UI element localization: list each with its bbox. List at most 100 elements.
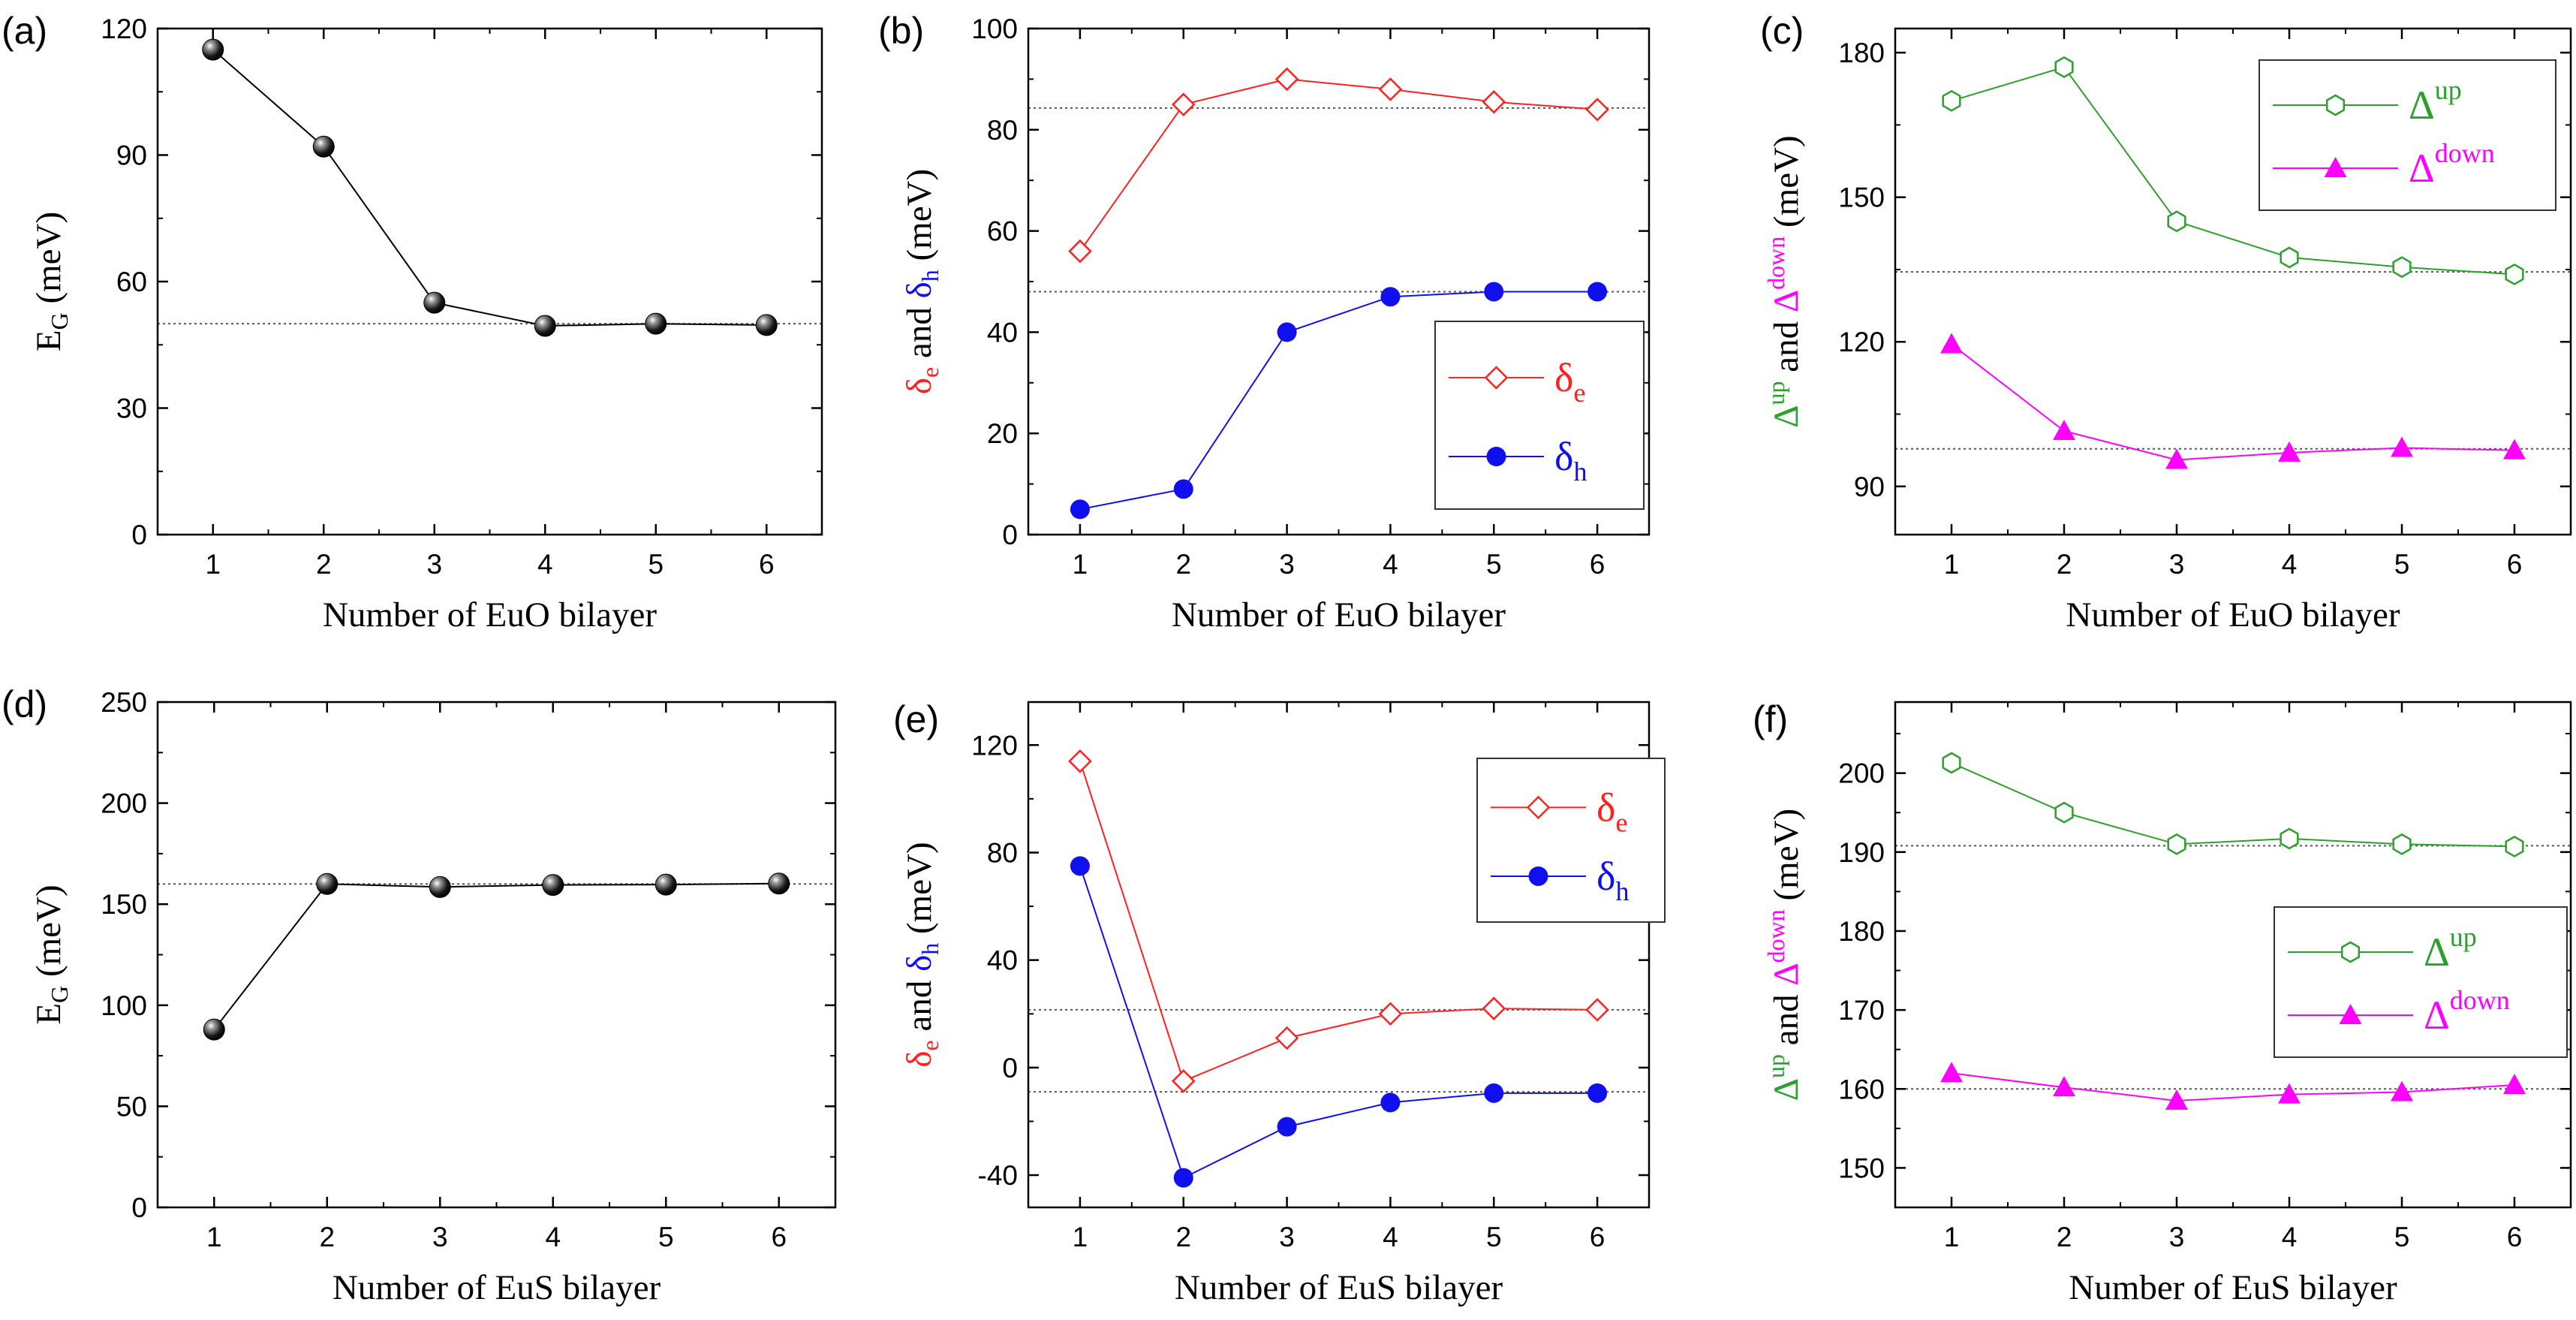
x-tick-label: 3	[2169, 549, 2185, 580]
data-point	[1482, 996, 1506, 1020]
legend-label: δe	[1596, 785, 1627, 837]
data-point	[312, 135, 335, 158]
x-tick-label: 2	[316, 549, 332, 580]
panel-label: (e)	[893, 698, 939, 740]
series-line-2	[1079, 866, 1598, 1180]
y-axis-title: Δup and Δdown (meV)	[1762, 135, 1806, 427]
data-point	[2503, 1074, 2526, 1095]
y-axis-title: Δup and Δdown (meV)	[1762, 809, 1806, 1101]
data-point	[1070, 856, 1090, 876]
data-point	[202, 38, 224, 61]
legend-label: δh	[1596, 854, 1629, 906]
x-tick-label: 1	[1073, 1222, 1088, 1252]
x-axis-title: Number of EuS bilayer	[2069, 1268, 2397, 1307]
legend-label: δe	[1554, 355, 1585, 408]
panel-label: (f)	[1753, 698, 1788, 740]
y-axis-title: δe and δh (meV)	[900, 169, 943, 394]
x-tick-label: 4	[2282, 1222, 2298, 1252]
y-tick-label: 50	[116, 1091, 147, 1122]
data-point	[1068, 749, 1092, 773]
y-tick-label: 0	[1002, 1053, 1018, 1083]
y-tick-label: 0	[131, 520, 147, 550]
x-tick-label: 2	[2057, 549, 2072, 580]
chart-panel-6: (f) 1 2 3 4 5 6 150 160 170 180 190 200 Number of EuS…	[1753, 698, 2572, 1307]
x-tick-label: 5	[2394, 1222, 2410, 1252]
x-tick-label: 6	[2507, 549, 2523, 580]
x-tick-label: 3	[426, 549, 442, 580]
data-point	[542, 874, 564, 897]
y-tick-label: 150	[1838, 1153, 1885, 1183]
y-tick-label: 160	[1838, 1074, 1885, 1105]
y-tick-label: 170	[1838, 995, 1885, 1026]
x-tick-label: 6	[771, 1222, 787, 1252]
data-point	[2053, 419, 2075, 440]
data-point	[2054, 56, 2074, 78]
data-point	[203, 1018, 225, 1041]
data-point	[1068, 239, 1092, 264]
data-point	[655, 873, 677, 896]
panel-label: (c)	[1760, 10, 1804, 52]
data-point	[1171, 1068, 1196, 1093]
x-tick-label: 1	[1944, 1222, 1960, 1252]
x-tick-label: 4	[1383, 549, 1398, 580]
legend-box	[1434, 321, 1645, 510]
y-tick-label: 100	[101, 990, 147, 1021]
series-line-2	[1079, 291, 1598, 511]
x-tick-label: 3	[1279, 1222, 1295, 1252]
data-point	[1277, 1117, 1297, 1137]
data-point	[2280, 246, 2299, 269]
y-tick-label: 120	[101, 14, 147, 44]
series-line-2	[1951, 343, 2515, 461]
y-tick-label: 180	[1838, 916, 1885, 947]
y-tick-label: 100	[971, 14, 1018, 44]
data-point	[2503, 438, 2526, 460]
data-point	[2054, 801, 2074, 824]
y-tick-label: 30	[116, 393, 147, 424]
legend-marker	[2324, 157, 2347, 177]
legend-box	[1476, 758, 1666, 923]
plot-frame	[156, 27, 823, 536]
y-tick-label: 200	[101, 788, 147, 819]
legend-marker	[2325, 94, 2346, 116]
data-point	[2278, 441, 2301, 462]
y-tick-label: 60	[116, 267, 147, 297]
legend-marker	[2339, 1004, 2362, 1024]
x-tick-label: 1	[1073, 549, 1088, 580]
data-point	[1274, 67, 1299, 92]
y-tick-label: 0	[131, 1192, 147, 1223]
x-tick-label: 2	[319, 1222, 335, 1252]
data-point	[1070, 499, 1090, 520]
data-point	[2165, 448, 2188, 469]
data-point	[1173, 479, 1193, 499]
panel-label: (d)	[2, 683, 47, 725]
data-point	[2280, 827, 2299, 850]
x-tick-label: 1	[1944, 549, 1960, 580]
y-tick-label: 120	[1838, 327, 1885, 357]
legend-marker	[2340, 941, 2361, 963]
series-line-1	[1079, 761, 1598, 1083]
x-tick-label: 5	[1486, 1222, 1502, 1252]
legend-marker	[1484, 366, 1509, 390]
y-tick-label: 180	[1838, 38, 1885, 68]
y-axis-title: δe and δh (meV)	[900, 842, 943, 1067]
data-point	[2505, 263, 2524, 285]
y-tick-label: 200	[1838, 758, 1885, 789]
data-point	[2391, 436, 2413, 457]
data-point	[2167, 833, 2186, 855]
data-point	[1378, 77, 1403, 101]
x-tick-label: 2	[2057, 1222, 2072, 1252]
data-point	[645, 312, 667, 335]
legend-label: Δup	[2409, 75, 2462, 128]
legend-label: Δdown	[2409, 138, 2495, 191]
data-point	[1173, 1168, 1193, 1188]
legend-marker	[1486, 447, 1506, 466]
chart-panel-3: (c) 1 2 3 4 5 6 90 120 150 180 Number of EuO bilaye…	[1760, 10, 2572, 634]
series-line-1	[1951, 762, 2515, 848]
data-point	[429, 875, 451, 898]
y-tick-label: 40	[987, 945, 1018, 976]
y-tick-label: 150	[1838, 182, 1885, 213]
x-axis-title: Number of EuO bilayer	[2066, 595, 2400, 634]
data-point	[2391, 1080, 2413, 1102]
data-point	[1942, 752, 1961, 774]
x-tick-label: 1	[206, 1222, 222, 1252]
